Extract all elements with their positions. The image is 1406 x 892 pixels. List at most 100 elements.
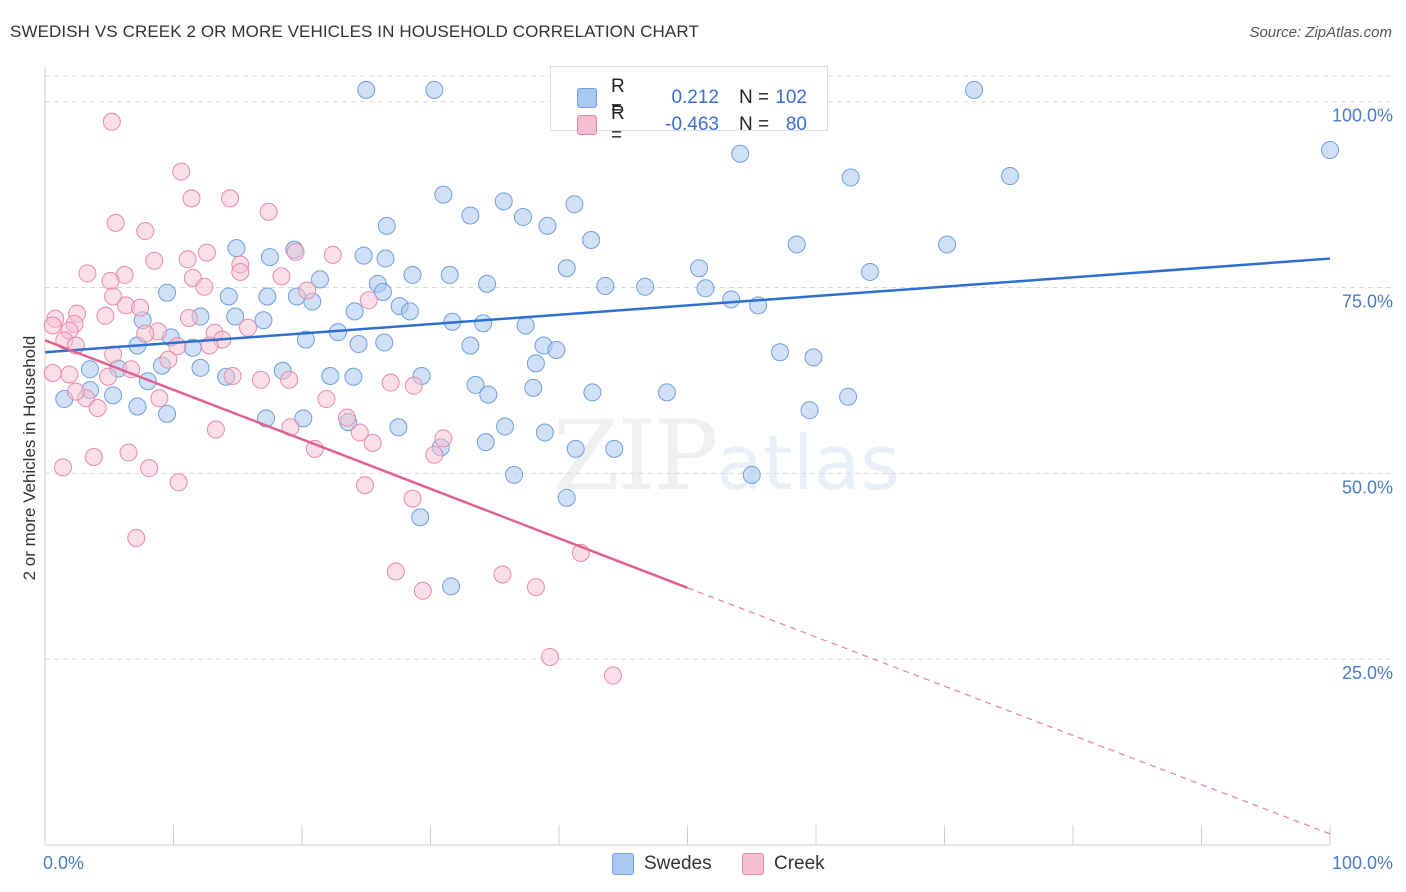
swedes-point: [566, 439, 585, 458]
swedes-point: [296, 330, 315, 349]
watermark-atlas: atlas: [716, 418, 900, 507]
swedes-point: [191, 358, 210, 377]
swedes-point: [1001, 167, 1020, 186]
swedes-point: [478, 274, 497, 293]
creek-point: [179, 309, 198, 328]
swedes-point: [526, 354, 545, 373]
swedes-point: [321, 366, 340, 385]
creek-point: [78, 264, 97, 283]
creek-point: [136, 222, 155, 241]
y-tick-label: 100.0%: [1332, 106, 1393, 126]
swedes-point: [461, 336, 480, 355]
legend-row-swedes: R = 0.212 N = 102: [577, 76, 807, 120]
swedes-point: [344, 367, 363, 386]
swedes-point: [254, 311, 273, 330]
legend-item-creek[interactable]: Creek: [742, 853, 825, 875]
swedes-point: [557, 259, 576, 278]
legend-item-swedes[interactable]: Swedes: [612, 853, 712, 875]
swedes-point: [354, 246, 373, 265]
r-value: -0.463: [665, 114, 719, 135]
swedes-point: [158, 404, 177, 423]
swedes-point: [461, 206, 480, 225]
swedes-point: [494, 192, 513, 211]
swedes-point: [373, 283, 392, 302]
creek-point: [150, 389, 169, 408]
creek-point: [104, 345, 123, 364]
creek-point: [298, 281, 317, 300]
swedes-point: [377, 216, 396, 235]
swedes-point: [411, 508, 430, 527]
creek-point: [172, 162, 191, 181]
creek-point: [425, 445, 444, 464]
swedes-point: [349, 335, 368, 354]
n-value: 80: [785, 114, 807, 135]
creek-point: [317, 390, 336, 409]
creek-point: [413, 581, 432, 600]
creek-point: [84, 448, 103, 467]
swedes-point: [800, 401, 819, 420]
creek-point: [140, 459, 159, 478]
creek-point: [178, 250, 197, 269]
creek-point: [403, 489, 422, 508]
legend-row-creek: R = -0.463 N = 80: [577, 103, 807, 147]
series-legend: Swedes Creek: [0, 853, 1406, 877]
creek-point: [251, 370, 270, 389]
creek-point: [131, 298, 150, 317]
creek-point: [259, 202, 278, 221]
swedes-point: [565, 195, 584, 214]
swedes-point: [294, 409, 313, 428]
swedes-point: [535, 423, 554, 442]
swedes-point: [731, 144, 750, 163]
swedes-point: [258, 287, 277, 306]
swedes-point: [938, 235, 957, 254]
creek-point: [197, 243, 216, 262]
creek-swatch: [577, 115, 597, 135]
creek-point: [119, 443, 138, 462]
creek-point: [66, 382, 85, 401]
swedes-point: [376, 249, 395, 268]
creek-point: [195, 277, 214, 296]
swedes-point: [583, 383, 602, 402]
swedes-point: [524, 378, 543, 397]
swedes-point: [596, 277, 615, 296]
swedes-point: [476, 433, 495, 452]
swedes-point: [389, 418, 408, 437]
creek-point: [404, 376, 423, 395]
swedes-point: [1321, 141, 1339, 160]
creek-point: [98, 367, 117, 386]
swedes-point: [357, 80, 376, 99]
creek-point: [526, 578, 545, 597]
r-label: R =: [611, 76, 625, 119]
swedes-point: [514, 207, 533, 226]
creek-point: [221, 189, 240, 208]
creek-point: [363, 433, 382, 452]
swedes-point: [841, 168, 860, 187]
swedes-point: [442, 577, 461, 596]
swedes-trend-line: [44, 257, 1331, 354]
swedes-point: [657, 383, 676, 402]
creek-point: [43, 316, 62, 335]
creek-point: [337, 408, 356, 427]
creek-point: [53, 458, 72, 477]
n-value: 102: [775, 87, 807, 108]
swedes-point: [260, 248, 279, 267]
swedes-point: [860, 262, 879, 281]
source-label: Source: ZipAtlas.com: [1249, 24, 1392, 41]
swedes-point: [557, 488, 576, 507]
creek-point: [96, 306, 115, 325]
r-label: R =: [611, 103, 625, 146]
creek-point: [101, 271, 120, 290]
swedes-point: [434, 185, 453, 204]
swedes-point: [479, 385, 498, 404]
creek-trend-line: [44, 339, 688, 589]
swedes-point: [158, 283, 177, 302]
swedes-point: [787, 235, 806, 254]
creek-swatch: [742, 853, 764, 875]
swedes-point: [771, 343, 790, 362]
creek-point: [136, 324, 155, 343]
creek-point: [386, 562, 405, 581]
swedes-point: [547, 340, 566, 359]
creek-point: [88, 398, 107, 417]
swedes-point: [310, 270, 329, 289]
creek-point: [493, 565, 512, 584]
